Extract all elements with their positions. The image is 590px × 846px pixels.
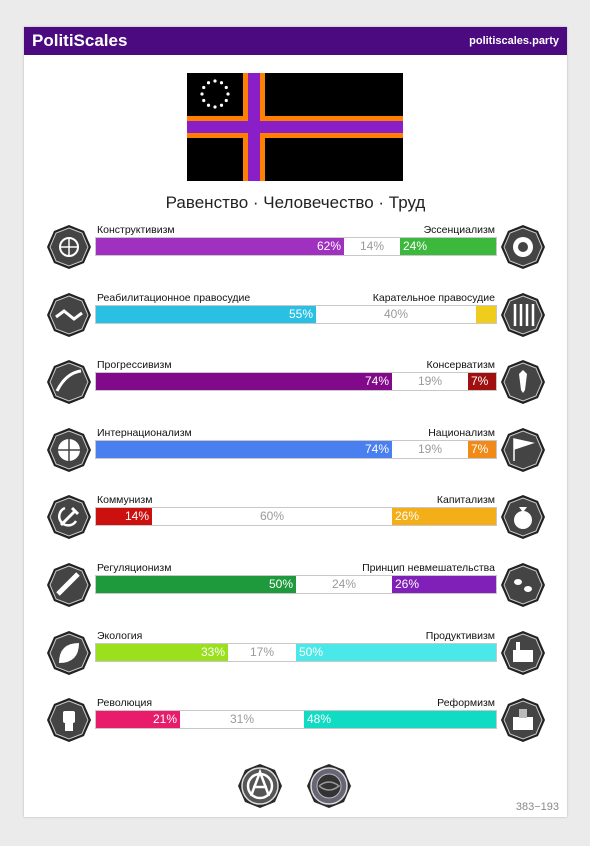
slogan: Равенство · Человечество · Труд [165, 193, 426, 212]
axis-neutral-segment: 60% [259, 509, 285, 524]
axis-right-label: Реформизм [437, 697, 495, 710]
axis-right-segment: 50% [296, 643, 496, 661]
axis-right-segment [476, 305, 496, 323]
axis-left-label: Прогрессивизм [97, 359, 172, 372]
flag-star [219, 103, 224, 107]
axis-left-label: Коммунизм [97, 494, 153, 507]
axis-bar: 14% 60% 26% [95, 507, 497, 527]
brand-title[interactable]: PolitiScales [32, 31, 128, 50]
axis-neutral-segment: 19% [417, 441, 443, 456]
axis-bar: 55% 40% [95, 304, 497, 324]
axis-right-label: Продуктивизм [425, 629, 495, 642]
globe-icon [46, 427, 92, 473]
money-bag-icon [500, 494, 546, 540]
axis-neutral-segment: 17% [249, 644, 275, 659]
axis-neutral-segment: 40% [383, 306, 409, 321]
axis-left-label: Регуляционизм [97, 562, 172, 574]
axis-right-label: Эссенциализм [423, 224, 495, 236]
axis-left-segment: 50% [96, 576, 296, 593]
stars-circle [200, 79, 230, 109]
result-code: 383−193 [515, 801, 559, 813]
axis-right-label: Консерватизм [426, 359, 495, 372]
axis-bar: 74% 19% 7% [95, 372, 497, 392]
axis-right-segment: 48% [304, 711, 496, 729]
world-badge-icon[interactable] [306, 763, 352, 809]
axis-bar: 50% 24% 26% [95, 575, 497, 594]
flag-star [213, 105, 217, 109]
axis-row: Прогрессивизм Консерватизм 74% 19% 7% [46, 357, 546, 409]
handshake-icon [46, 292, 92, 338]
axis-left-segment: 21% [96, 711, 180, 729]
ruler-icon [46, 562, 92, 608]
flag-star [224, 98, 228, 103]
axis-row: Реабилитационное правосудие Карательное п… [46, 290, 546, 342]
ecology-icon [46, 630, 92, 676]
production-icon [500, 630, 546, 676]
tie-icon [500, 359, 546, 405]
flag-icon [500, 427, 546, 473]
axis-bar: 62% 14% 24% [95, 237, 497, 256]
axis-bar: 21% 31% 48% [95, 710, 497, 730]
ballot-icon [500, 697, 546, 743]
constructivism-icon [46, 224, 92, 270]
axis-right-label: Капитализм [436, 494, 495, 507]
flag-star [213, 79, 217, 83]
flag-star [202, 98, 206, 103]
axis-neutral-segment: 19% [417, 374, 443, 389]
axis-neutral-segment: 14% [359, 239, 385, 253]
flag-star [206, 103, 211, 107]
axis-row: Революция Реформизм 21% 31% 48% [46, 695, 546, 747]
prison-bars-icon [500, 292, 546, 338]
axis-left-label: Интернационализм [97, 426, 192, 439]
axis-left-segment: 74% [96, 440, 392, 458]
axis-neutral-segment: 31% [229, 712, 255, 727]
flag-star [219, 81, 224, 85]
axis-right-label: Принцип невмешательства [362, 562, 495, 574]
axis-left-label: Экология [97, 629, 143, 642]
bees-icon [500, 562, 546, 608]
axis-neutral-segment: 24% [331, 577, 357, 591]
flag-star [200, 92, 204, 96]
progress-icon [46, 359, 92, 405]
axis-left-segment: 62% [96, 238, 344, 255]
flag-star [206, 81, 211, 85]
axis-right-segment: 26% [392, 576, 496, 593]
axis-right-segment: 24% [400, 238, 496, 255]
anarchism-badge-icon[interactable] [237, 763, 283, 809]
axis-left-label: Конструктивизм [97, 224, 175, 236]
flag-star [226, 92, 230, 96]
axis-bar: 33% 17% 50% [95, 642, 497, 662]
ideology-flag [187, 73, 403, 181]
revolution-fist-icon [46, 697, 92, 743]
hammer-sickle-icon [46, 494, 92, 540]
axis-row: Интернационализм Национализм 74% 19% 7% [46, 425, 546, 477]
axis-right-label: Карательное правосудие [372, 291, 495, 304]
axis-bar: 74% 19% 7% [95, 439, 497, 459]
axis-left-segment: 33% [96, 643, 228, 661]
axis-row: Регуляционизм Принцип невмешательства 50% 2… [46, 560, 546, 612]
axis-row: Экология Продуктивизм 33% 17% 50% [46, 628, 546, 680]
axis-right-segment: 26% [392, 508, 496, 526]
results-card: PolitiScales politiscales.party Равенств… [24, 27, 567, 817]
axis-row: Конструктивизм Эссенциализм 62% 14% 24% [46, 222, 546, 274]
axis-right-segment: 7% [468, 373, 496, 391]
axis-left-segment: 55% [96, 305, 316, 323]
axis-left-label: Революция [97, 697, 153, 710]
axis-left-segment: 74% [96, 373, 392, 391]
axis-right-label: Национализм [428, 426, 495, 439]
site-link[interactable]: politiscales.party [469, 35, 559, 47]
axis-left-label: Реабилитационное правосудие [97, 291, 251, 304]
axis-left-segment: 14% [96, 508, 152, 526]
axis-row: Коммунизм Капитализм 14% 60% 26% [46, 492, 546, 544]
flag-star [224, 85, 228, 90]
axis-right-segment: 7% [468, 440, 496, 458]
header-bar: PolitiScales politiscales.party [24, 27, 567, 55]
essentialism-icon [500, 224, 546, 270]
flag-star [202, 85, 206, 90]
